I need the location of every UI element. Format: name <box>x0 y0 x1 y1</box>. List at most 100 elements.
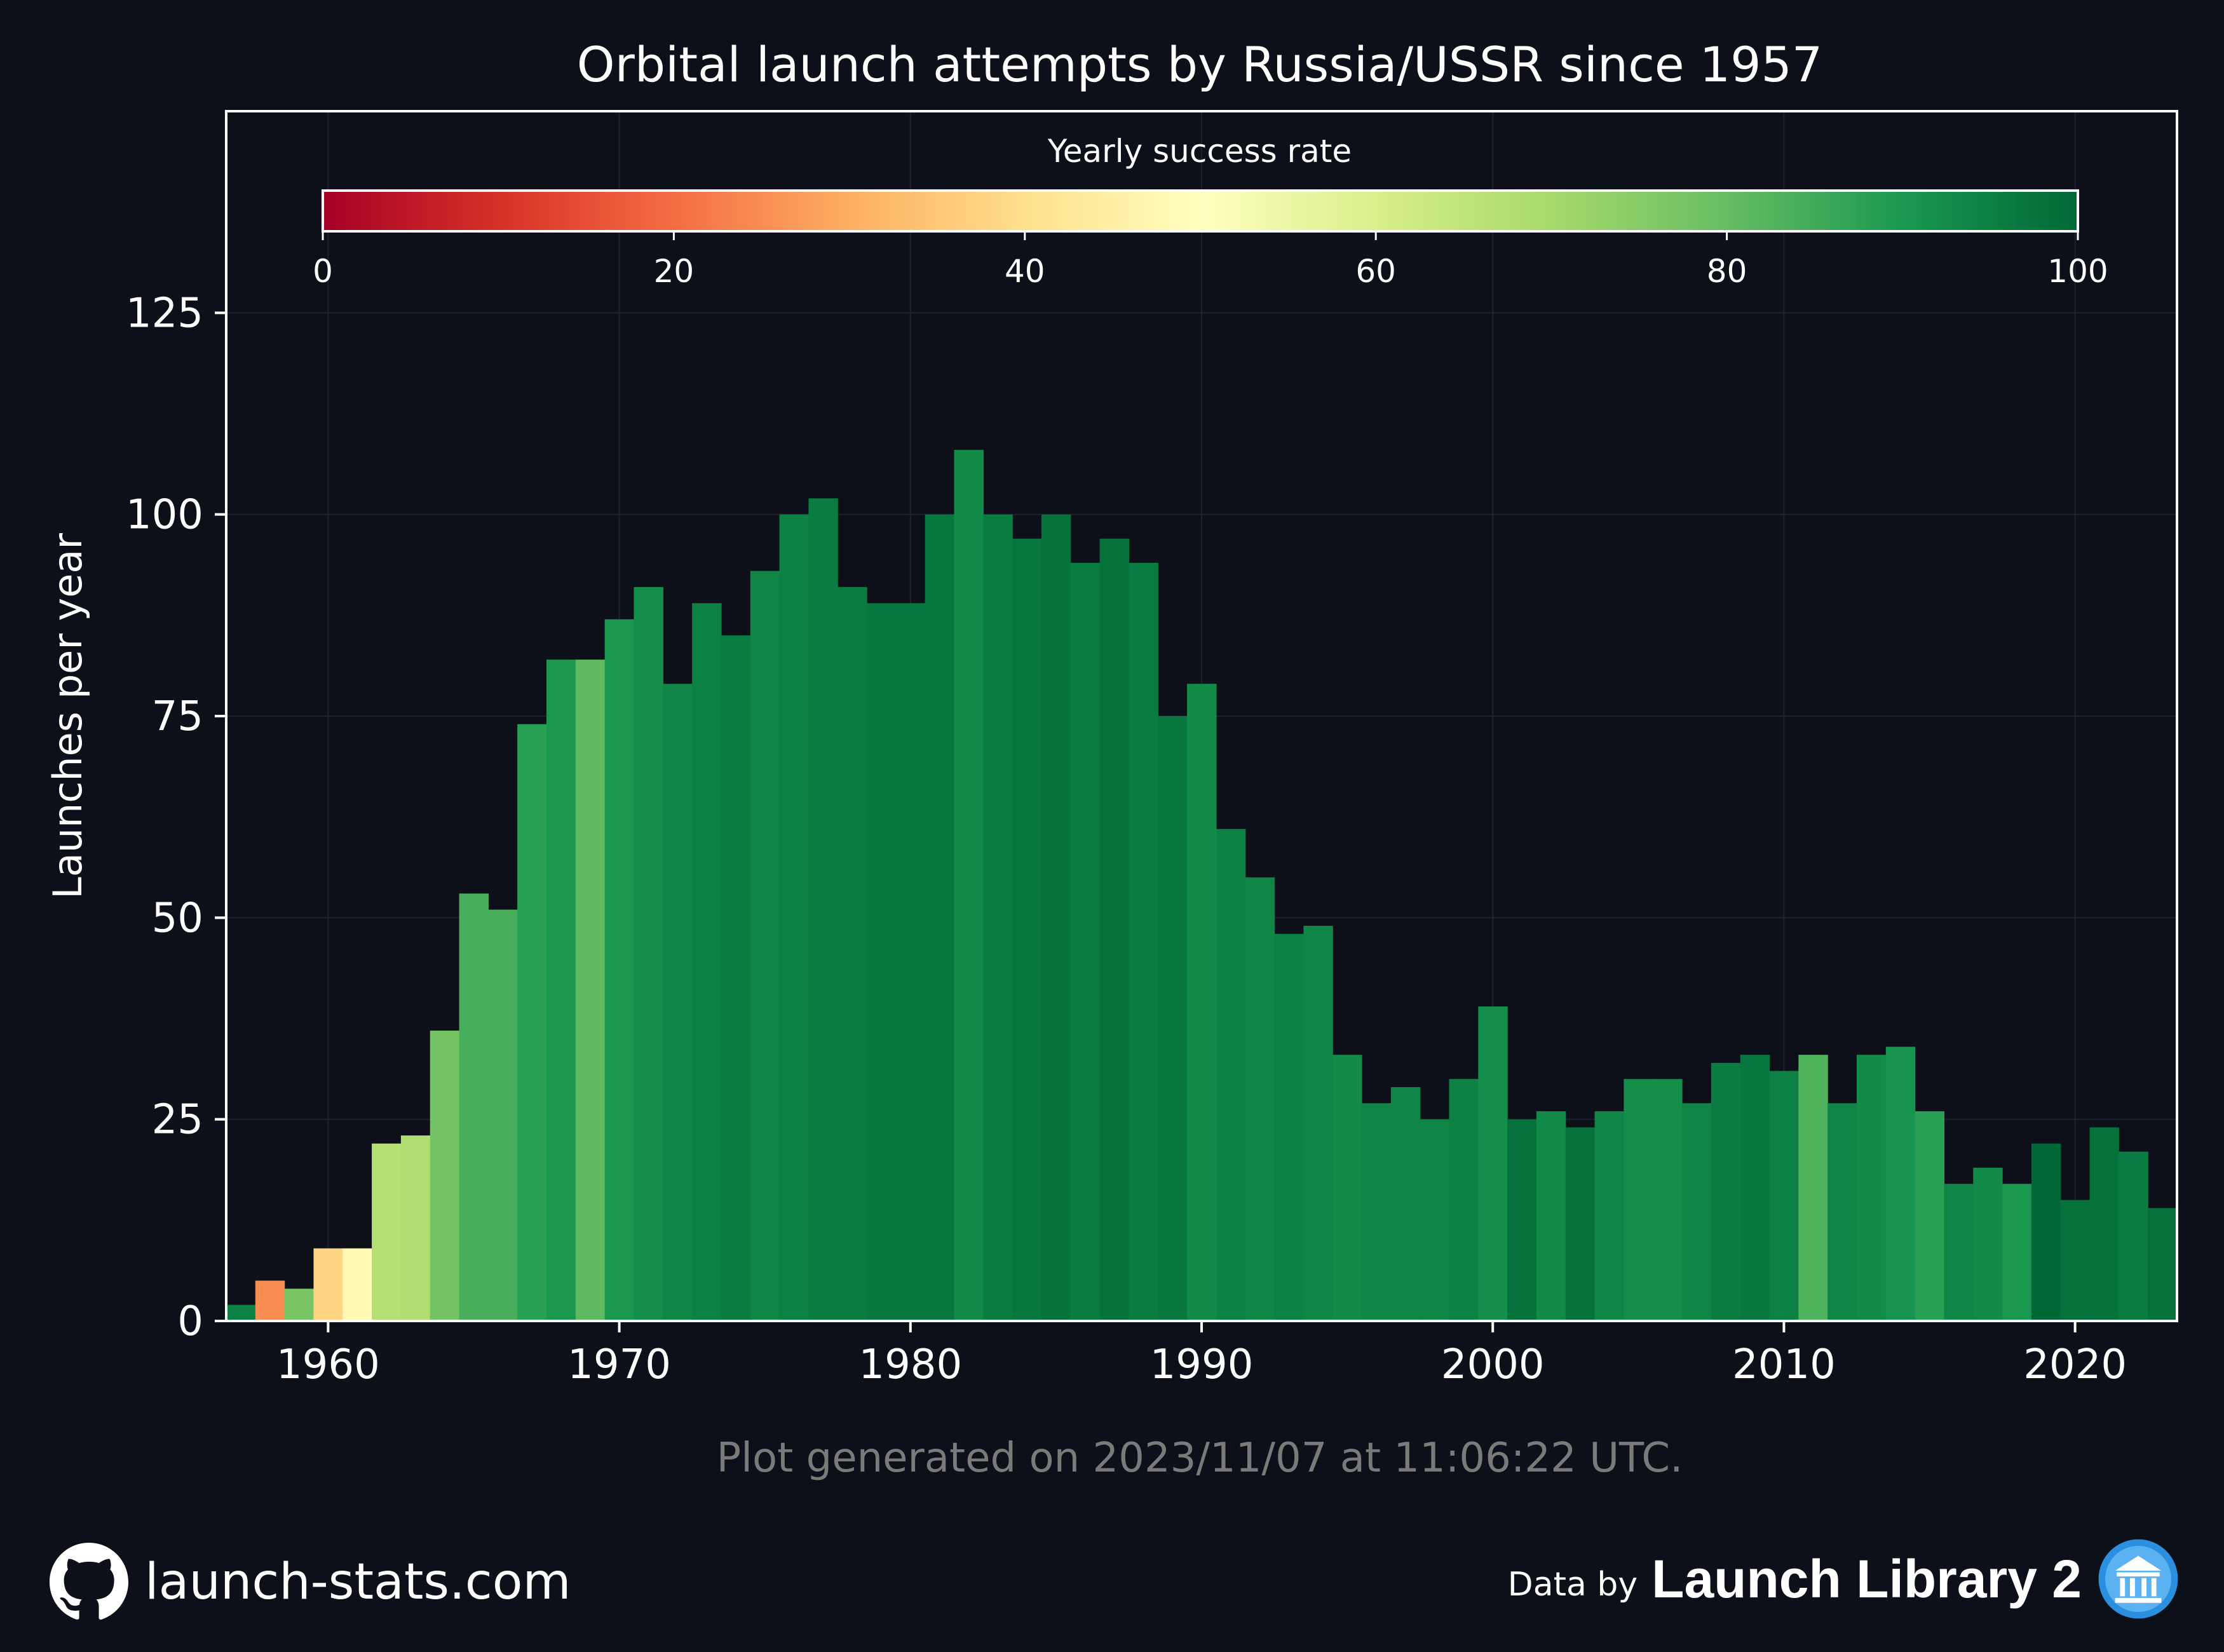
bar <box>575 660 606 1321</box>
colorbar-tick-label: 100 <box>2047 253 2108 290</box>
y-axis: 0 25 50 75 100 125 <box>126 290 226 1345</box>
bar <box>313 1248 343 1321</box>
bar <box>1624 1079 1653 1321</box>
x-tick-label: 1980 <box>858 1341 962 1388</box>
bar <box>1390 1087 1421 1321</box>
x-axis: 1960 1970 1980 1990 2000 2010 2020 <box>276 1321 2127 1388</box>
bar <box>372 1143 402 1321</box>
site-link[interactable]: launch-stats.com <box>145 1554 571 1611</box>
bar <box>1420 1119 1450 1321</box>
bar <box>1478 1006 1508 1321</box>
bar <box>1099 538 1130 1322</box>
bar <box>430 1031 460 1321</box>
bar <box>663 684 693 1321</box>
bar <box>1507 1119 1537 1321</box>
museum-icon <box>2098 1539 2178 1619</box>
bar <box>983 514 1013 1321</box>
bar <box>1973 1167 2003 1321</box>
y-tick-label: 100 <box>126 492 203 539</box>
data-by-label: Data by <box>1507 1566 1638 1604</box>
bar <box>255 1280 285 1321</box>
bar <box>750 571 780 1321</box>
colorbar-tick-label: 80 <box>1707 253 1747 290</box>
bar <box>1274 933 1304 1321</box>
bar <box>1362 1103 1392 1321</box>
bar <box>226 1304 256 1321</box>
bar <box>954 450 984 1321</box>
bar <box>837 586 867 1321</box>
y-axis-label: Launches per year <box>44 533 91 899</box>
bar <box>1187 684 1217 1321</box>
bar <box>2060 1200 2091 1321</box>
bar <box>808 498 838 1321</box>
x-tick-label: 1960 <box>276 1341 380 1388</box>
bar <box>1769 1071 1799 1321</box>
x-tick-label: 2010 <box>1732 1341 1836 1388</box>
chart-title: Orbital launch attempts by Russia/USSR s… <box>577 36 1822 93</box>
bar <box>2002 1184 2032 1321</box>
bar <box>1245 877 1275 1321</box>
bar <box>1216 829 1246 1321</box>
bar <box>342 1248 372 1321</box>
x-tick-label: 2000 <box>1441 1341 1545 1388</box>
bar <box>1740 1055 1770 1321</box>
bar <box>2031 1143 2061 1321</box>
bar <box>1682 1103 1712 1321</box>
bar <box>895 603 926 1321</box>
bar <box>1827 1103 1857 1321</box>
colorbar-tick-label: 60 <box>1355 253 1396 290</box>
bars <box>226 450 2178 1322</box>
colorbar: Yearly success rate 0 20 40 60 80 100 <box>313 133 2108 290</box>
bar <box>1856 1055 1887 1321</box>
colorbar-tick-label: 40 <box>1005 253 1045 290</box>
footer-site[interactable]: launch-stats.com <box>50 1543 571 1622</box>
bar <box>867 603 897 1321</box>
github-icon <box>50 1543 128 1620</box>
bar <box>1536 1111 1566 1321</box>
bar <box>779 514 810 1321</box>
colorbar-gradient <box>322 189 2079 233</box>
bar <box>1303 926 1333 1321</box>
x-tick-label: 1990 <box>1150 1341 1254 1388</box>
bar <box>1041 514 1071 1321</box>
y-tick-label: 75 <box>152 693 203 740</box>
bar <box>1944 1184 1974 1321</box>
bar <box>400 1135 431 1321</box>
source-name: Launch Library 2 <box>1651 1548 2082 1609</box>
bar <box>1158 716 1188 1321</box>
bar <box>1594 1111 1625 1321</box>
x-tick-label: 2020 <box>2023 1341 2127 1388</box>
y-tick-label: 25 <box>152 1097 203 1144</box>
bar <box>284 1289 315 1321</box>
bar <box>1332 1055 1362 1321</box>
bar <box>459 893 489 1321</box>
colorbar-tick-label: 0 <box>313 253 333 290</box>
bar <box>2148 1208 2178 1321</box>
bar <box>1653 1079 1683 1321</box>
colorbar-ticks: 0 20 40 60 80 100 <box>313 231 2108 290</box>
bar <box>1129 562 1158 1321</box>
bar <box>1012 538 1042 1322</box>
bar <box>1565 1127 1596 1321</box>
bar <box>634 586 663 1321</box>
bar <box>721 635 751 1321</box>
bar <box>2089 1127 2119 1321</box>
bar <box>604 619 635 1322</box>
y-tick-label: 50 <box>152 895 203 942</box>
generated-timestamp: Plot generated on 2023/11/07 at 11:06:22… <box>717 1435 1683 1482</box>
bar <box>1915 1111 1945 1321</box>
bar <box>2119 1151 2148 1321</box>
bar <box>925 514 955 1321</box>
colorbar-tick-label: 20 <box>654 253 695 290</box>
bar <box>517 724 547 1321</box>
bar <box>488 909 518 1321</box>
y-tick-label: 125 <box>126 290 203 337</box>
bar <box>1885 1046 1916 1321</box>
bar <box>546 660 576 1321</box>
x-tick-label: 1970 <box>567 1341 671 1388</box>
bar <box>1449 1079 1479 1321</box>
bar <box>1070 562 1101 1321</box>
bar <box>1711 1062 1741 1321</box>
colorbar-label: Yearly success rate <box>1047 133 1352 170</box>
